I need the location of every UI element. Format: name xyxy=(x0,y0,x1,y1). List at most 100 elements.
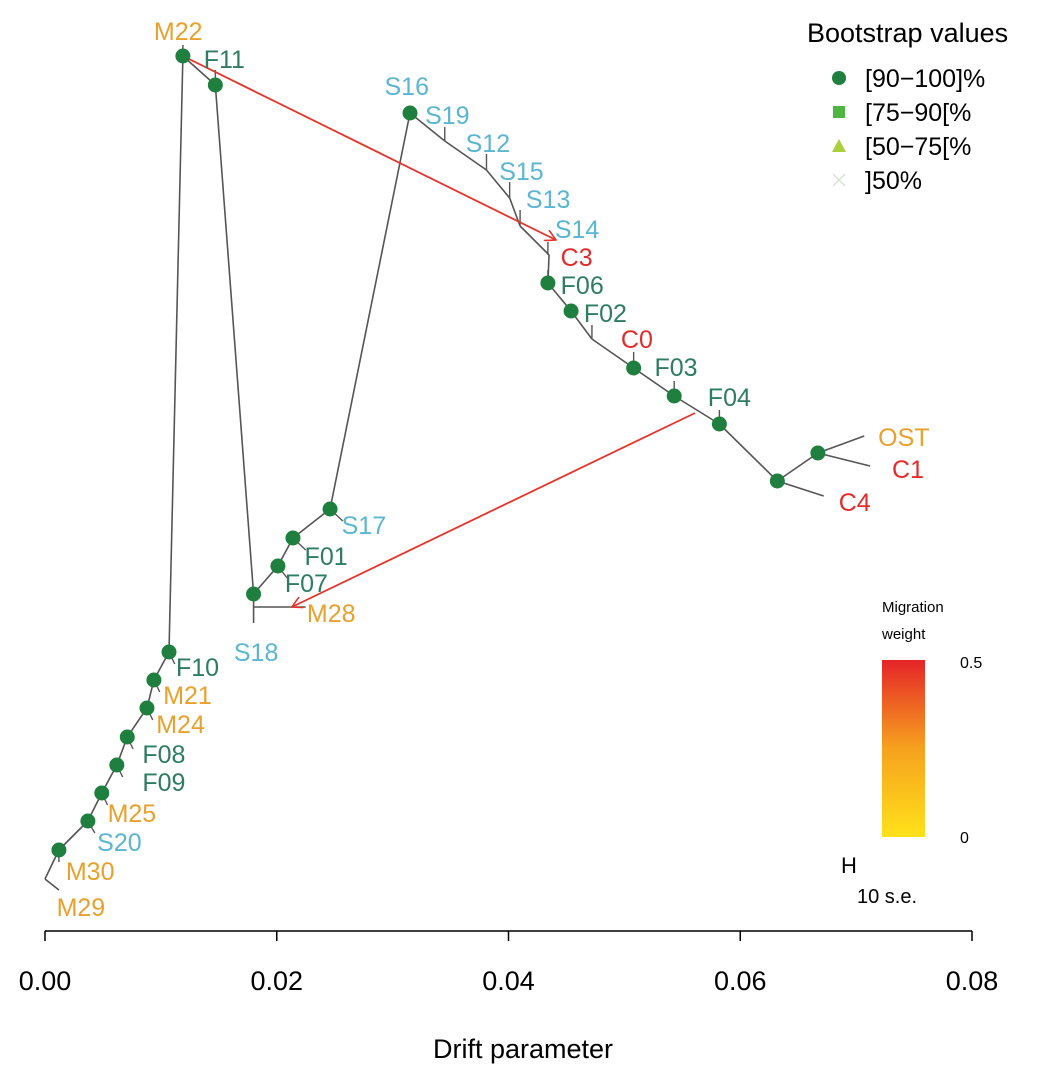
se-scale-glyph: H xyxy=(841,853,857,878)
branch-n8-n9 xyxy=(168,55,184,653)
bootstrap-node-n21 xyxy=(769,473,785,489)
bootstrap-node-n12 xyxy=(270,558,286,574)
tip-label-S17: S17 xyxy=(342,512,386,540)
legend-triangle-icon xyxy=(832,139,846,152)
tip-label-S12: S12 xyxy=(466,130,510,158)
bootstrap-node-n4 xyxy=(109,757,125,773)
bootstrap-node-n17 xyxy=(563,303,579,319)
tip-label-F07: F07 xyxy=(285,570,328,598)
bootstrap-node-n11 xyxy=(246,586,262,602)
branch-n13-n14 xyxy=(292,508,331,539)
x-tick-label: 0.00 xyxy=(19,966,72,996)
bootstrap-node-n5 xyxy=(119,729,135,745)
tip-label-S16: S16 xyxy=(385,73,429,101)
tip-label-S15: S15 xyxy=(499,158,543,186)
tip-label-F01: F01 xyxy=(305,543,348,571)
bootstrap-node-n2 xyxy=(80,813,96,829)
x-axis: 0.00 0.02 0.04 0.06 0.08 xyxy=(19,930,999,996)
tip-label-S13: S13 xyxy=(526,186,570,214)
migration-scale-max-label: 0.5 xyxy=(960,655,982,672)
tip-label-F06: F06 xyxy=(561,272,604,300)
tip-label-F03: F03 xyxy=(655,354,698,382)
legend-square-icon xyxy=(833,106,845,118)
legend-item-label: [50−75[% xyxy=(865,133,971,161)
legend-item-label: [90−100]% xyxy=(865,65,985,93)
migration-scale-title-line2: weight xyxy=(881,626,926,643)
bootstrap-node-n1 xyxy=(51,842,67,858)
branch-n19-n20 xyxy=(673,395,720,425)
migration-scale-title-line1: Migration xyxy=(882,599,944,616)
tip-label-M30: M30 xyxy=(66,858,115,886)
x-tick-label: 0.04 xyxy=(482,966,535,996)
migration-weight-scale: Migration weight 0.5 0 xyxy=(881,599,982,847)
tip-label-M22: M22 xyxy=(154,18,203,46)
branch-jS13-jS14 xyxy=(519,225,550,256)
bootstrap-node-n18 xyxy=(626,360,642,376)
migration-scale-gradient-bar xyxy=(882,660,925,837)
bootstrap-node-n16 xyxy=(540,275,556,291)
bootstrap-nodes xyxy=(51,48,826,858)
branch-n18-n19 xyxy=(633,367,675,397)
branch-jC0-n18 xyxy=(591,338,635,369)
branch-n20-n21 xyxy=(718,423,778,482)
tip-branch-C1 xyxy=(817,452,871,467)
bootstrap-node-n13 xyxy=(285,530,301,546)
branch-n14-n15 xyxy=(329,112,411,510)
branch-n10-n11 xyxy=(214,84,255,595)
bootstrap-node-n19 xyxy=(666,388,682,404)
bootstrap-node-n14 xyxy=(322,501,338,517)
bootstrap-node-n7 xyxy=(146,672,162,688)
x-axis-label: Drift parameter xyxy=(432,1034,614,1064)
tip-label-F04: F04 xyxy=(708,384,751,412)
tip-label-C1: C1 xyxy=(892,456,924,484)
tip-label-M28: M28 xyxy=(307,600,356,628)
branch-jS19-jS12 xyxy=(444,140,487,171)
tip-label-C0: C0 xyxy=(621,326,653,354)
tip-label-S20: S20 xyxy=(97,829,141,857)
tip-label-C3: C3 xyxy=(561,244,593,272)
tip-label-C4: C4 xyxy=(839,489,871,517)
branch-jS12-jS15 xyxy=(485,169,511,199)
x-tick-label: 0.06 xyxy=(714,966,767,996)
legend-cross-icon xyxy=(832,173,846,187)
tip-label-F11: F11 xyxy=(204,46,245,74)
bootstrap-legend: Bootstrap values [90−100]% [75−90[% [50−75… xyxy=(807,18,1008,195)
migration-arrow-2 xyxy=(292,412,696,607)
migration-scale-min-label: 0 xyxy=(960,830,969,847)
x-tick-label: 0.08 xyxy=(946,966,999,996)
se-scale-label: 10 s.e. xyxy=(857,886,917,908)
bootstrap-node-n6 xyxy=(139,700,155,716)
tip-label-S18: S18 xyxy=(234,639,278,667)
tip-label-S14: S14 xyxy=(555,216,600,244)
tip-branch-M29 xyxy=(44,878,60,891)
bootstrap-node-n22 xyxy=(810,445,826,461)
tip-label-F02: F02 xyxy=(584,300,627,328)
tip-branch-OST xyxy=(817,435,865,454)
tip-label-M25: M25 xyxy=(108,800,157,828)
legend-circle-icon xyxy=(832,71,846,85)
tip-branch-C4 xyxy=(777,480,824,497)
migration-edges xyxy=(182,55,696,607)
bootstrap-node-n3 xyxy=(94,785,110,801)
bootstrap-node-n20 xyxy=(711,416,727,432)
legend-title: Bootstrap values xyxy=(807,18,1008,48)
migration-arrow-1 xyxy=(182,55,556,240)
tip-label-F10: F10 xyxy=(176,654,219,682)
tip-label-F09: F09 xyxy=(142,769,185,797)
tip-label-M21: M21 xyxy=(163,682,212,710)
bootstrap-node-n8 xyxy=(161,644,177,660)
bootstrap-node-n15 xyxy=(402,105,418,121)
bootstrap-node-n9 xyxy=(175,48,191,64)
tip-label-M24: M24 xyxy=(156,711,205,739)
legend-item-label: ]50% xyxy=(865,167,922,195)
bootstrap-node-n10 xyxy=(207,77,223,93)
tip-label-F08: F08 xyxy=(142,741,185,769)
tip-label-M29: M29 xyxy=(57,894,106,922)
standard-error-scale-bar: H 10 s.e. xyxy=(841,853,917,908)
tip-label-OST: OST xyxy=(878,424,929,452)
legend-item-label: [75−90[% xyxy=(865,99,971,127)
tip-label-S19: S19 xyxy=(425,102,469,130)
